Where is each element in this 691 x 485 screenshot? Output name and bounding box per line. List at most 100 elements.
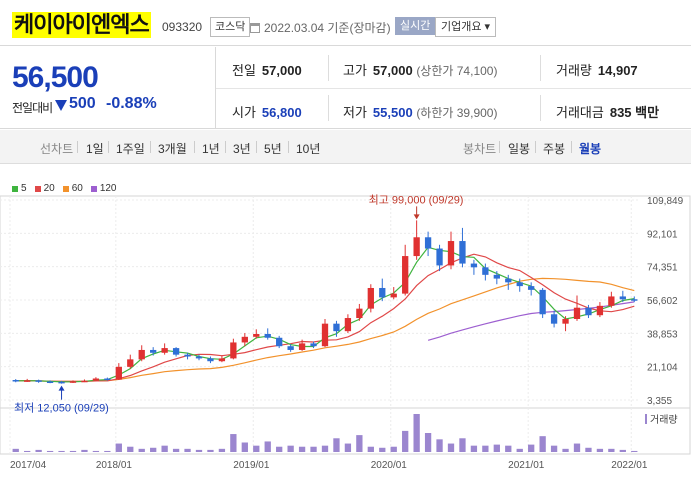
candle-body [333, 323, 340, 332]
legend-ma60[interactable]: 60 [62, 183, 83, 194]
volume-bar [344, 443, 352, 452]
volume-label: 거래량 [650, 414, 678, 426]
candle-body [161, 348, 168, 353]
legend-ma20[interactable]: 20 [34, 183, 55, 194]
toolbar-divider [256, 141, 257, 153]
volume-bar [24, 450, 31, 452]
volume-bar [58, 450, 65, 452]
market-badge: 코스닥 [210, 17, 251, 37]
change-percent: -0.88% [106, 95, 157, 112]
stock-code: 093320 [162, 20, 203, 34]
candle-body [92, 378, 100, 381]
x-tick-label: 2020/01 [371, 460, 408, 471]
candle-body [573, 307, 581, 319]
low-arrow-head [58, 385, 65, 391]
legend-swatch [62, 185, 69, 192]
volume-bar [184, 448, 191, 452]
realtime-button[interactable]: 실시간 [395, 17, 436, 35]
prev-close: 전일 57,000 [232, 63, 302, 78]
volume-bar [46, 450, 54, 452]
candle-weekly[interactable]: 주봉 [543, 142, 566, 156]
chart-toolbar: 선차트 1일 1주일 3개월 1년 3년 5년 10년 봉차트 일봉 주봉 월봉 [0, 130, 691, 164]
volume-bar [608, 448, 615, 452]
y-tick-label: 92,101 [647, 229, 678, 240]
volume-bar [619, 449, 626, 452]
toolbar-divider [225, 141, 226, 153]
ma20-line [15, 253, 635, 382]
volume-bar [631, 450, 638, 452]
candle-body [172, 348, 180, 355]
legend-swatch [12, 185, 18, 192]
volume-bar [424, 433, 432, 452]
candle-body [12, 380, 19, 382]
volume-bar [596, 448, 604, 452]
high-annotation: 최고 99,000 (09/29) [369, 193, 464, 206]
candlestick-chart[interactable]: 109,849 92,101 74,351 56,602 38,853 21,104 3,3… [0, 165, 691, 485]
volume-bar [367, 446, 374, 452]
volume-bar [241, 442, 248, 452]
toolbar-divider [535, 141, 536, 153]
y-tick-label: 3,355 [647, 396, 672, 407]
candle-body [218, 358, 226, 362]
candle-body [287, 346, 294, 350]
price-summary: 56,500 전일대비 500 -0.88% 전일 57,000 고가 57,000… [0, 47, 691, 129]
candle-body [596, 305, 604, 316]
period-3m[interactable]: 3개월 [158, 142, 187, 156]
legend-swatch [34, 185, 41, 192]
candle-body [253, 333, 260, 337]
volume-bar [470, 445, 478, 452]
period-1w[interactable]: 1주일 [116, 142, 145, 156]
volume-legend-swatch [645, 414, 647, 424]
volume-bar [92, 450, 100, 452]
x-tick-label: 2019/01 [233, 460, 270, 471]
change-label: 전일대비 [12, 101, 53, 115]
volume-bar [539, 436, 546, 452]
period-5y[interactable]: 5년 [264, 142, 282, 156]
candle-body [528, 286, 535, 290]
date-info: 2022.03.04 기준(장마감) [250, 19, 391, 36]
volume-bar [104, 450, 111, 452]
period-3y[interactable]: 3년 [233, 142, 251, 156]
ma5-line [15, 246, 635, 383]
volume-bar [207, 449, 214, 452]
candle-daily[interactable]: 일봉 [508, 142, 531, 156]
volume-bar [150, 447, 157, 452]
candle-body [127, 359, 134, 367]
candle-body [608, 296, 615, 306]
candle-body [482, 267, 489, 275]
candle-body [46, 381, 54, 384]
candle-body [356, 308, 363, 319]
candle-body [619, 296, 626, 300]
volume-bar [264, 441, 271, 452]
volume-bar [516, 448, 523, 452]
volume-bar [379, 447, 386, 452]
volume-bar [505, 445, 512, 452]
legend-ma120[interactable]: 120 [90, 183, 117, 194]
volume-bar [402, 430, 409, 452]
candle-body [207, 358, 214, 362]
candle-body [276, 337, 283, 347]
day-high: 고가 57,000 (상한가 74,100) [343, 63, 498, 78]
volume-bar [115, 443, 122, 452]
volume-bar [35, 449, 42, 452]
candle-monthly[interactable]: 월봉 [579, 142, 602, 156]
candle-body [459, 241, 466, 264]
volume: 거래량 14,907 [556, 63, 638, 78]
candle-body [424, 237, 432, 249]
candle-body [436, 248, 443, 266]
candle-body [413, 237, 420, 257]
y-tick-label: 56,602 [647, 296, 678, 307]
high-arrow-head [413, 214, 420, 220]
period-1d[interactable]: 1일 [86, 142, 104, 156]
legend-ma5[interactable]: 5 [12, 183, 27, 194]
company-overview-dropdown[interactable]: 기업개요 ▾ [435, 17, 497, 37]
candle-body [344, 318, 352, 332]
period-1y[interactable]: 1년 [202, 142, 220, 156]
period-10y[interactable]: 10년 [296, 142, 321, 156]
summary-divider [328, 95, 329, 121]
volume-bar [321, 445, 329, 452]
candle-body [298, 343, 306, 350]
volume-bar [528, 444, 535, 452]
y-tick-label: 109,849 [647, 196, 684, 207]
candle-body [367, 287, 374, 309]
